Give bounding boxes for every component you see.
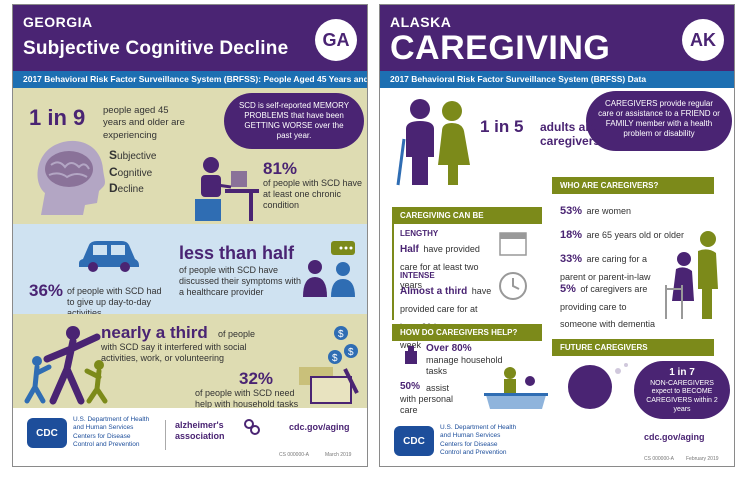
ga-subtitle: 2017 Behavioral Risk Factor Surveillance…	[13, 71, 367, 88]
ga-pct32: 32%	[239, 369, 274, 388]
ak-w53-text: are women	[586, 206, 632, 216]
ga-pct32-text: of people with SCD need help with househ…	[195, 388, 299, 409]
ga-scd-c-rest: ognitive	[117, 167, 153, 179]
ga-pct81-text: of people with SCD have at least one chr…	[263, 178, 363, 210]
ak-future-label: FUTURE CAREGIVERS	[552, 339, 714, 356]
cdc-logo: CDC	[27, 418, 67, 448]
ak-who-are-label: WHO ARE CAREGIVERS?	[552, 177, 714, 194]
ak-w5-text: of caregivers are providing care to some…	[560, 284, 656, 330]
ak-one-in-five-text: adults are caregivers	[540, 120, 601, 149]
exercise-people-icon	[24, 326, 108, 405]
ak-w5-value: 5%	[560, 283, 576, 295]
ak-how-help-label: HOW DO CAREGIVERS HELP?	[392, 324, 542, 341]
ak-footer: CDC U.S. Department of Health and Human …	[380, 420, 734, 466]
walker-caregiver-icon	[665, 231, 718, 319]
ga-footer: CDC U.S. Department of Health and Human …	[13, 408, 367, 466]
bills-money-icon: $ $ $	[299, 326, 359, 404]
car-icon	[79, 241, 139, 272]
bathtub-icon	[484, 367, 548, 409]
alzheimers-logo-text: alzheimer's association	[175, 420, 225, 442]
ak-w33-value: 33%	[560, 253, 583, 265]
ga-scd-terms: Subjective Cognitive Decline	[109, 147, 156, 197]
ga-pct81: 81%	[263, 159, 298, 178]
georgia-poster: GEORGIA Subjective Cognitive Decline GA …	[12, 4, 368, 467]
ak-half-text: have provided care for at least two year…	[400, 244, 480, 290]
ga-one-in-nine: 1 in 9	[29, 105, 86, 130]
thinking-person-icon	[568, 363, 628, 409]
ak-caregiving-can-be-label: CAREGIVING CAN BE	[392, 207, 542, 224]
ak-state-name: ALASKA	[390, 14, 452, 30]
ga-topic-title: Subjective Cognitive Decline	[23, 38, 289, 59]
ak-p50: 50%	[400, 381, 421, 392]
svg-text:$: $	[338, 329, 344, 340]
ga-one-in-nine-text: people aged 45 years and older are exper…	[103, 105, 185, 141]
ga-less-than-half-text: of people with SCD have discussed their …	[179, 265, 302, 297]
ak-caregivers-definition: CAREGIVERS provide regular care or assis…	[586, 91, 732, 151]
svg-text:$: $	[348, 347, 354, 358]
ga-scd-d: D	[109, 181, 118, 195]
ak-w5: 5% of caregivers are providing care to s…	[560, 279, 664, 332]
ga-scd-c: C	[109, 164, 118, 179]
ga-scd-definition: SCD is self-reported MEMORY PROBLEMS tha…	[224, 93, 364, 149]
ga-pct36-text: of people with SCD had to give up day-to…	[67, 286, 162, 318]
ga-nearly-third-of: of people	[218, 329, 256, 339]
ak-w33: 33% are caring for a parent or parent-in…	[560, 249, 656, 284]
ak-w53: 53% are women	[560, 201, 631, 219]
ga-hhs-text: U.S. Department of Health and Human Serv…	[73, 416, 150, 449]
alzheimers-logo-icon	[244, 419, 260, 435]
ga-nearly-third-text: with SCD say it interfered with social a…	[101, 342, 247, 363]
ga-footer-divider	[165, 420, 166, 450]
ga-fine-2: March 2019	[325, 452, 352, 458]
ga-url[interactable]: cdc.gov/aging	[289, 422, 350, 432]
ga-nearly-third: nearly a third	[101, 323, 208, 342]
ak-lengthy: LENGTHY	[400, 229, 439, 238]
ga-less-than-half: less than half	[179, 243, 295, 263]
ak-fine-2: February 2019	[686, 456, 719, 462]
ak-one-in-five: 1 in 5	[480, 117, 524, 136]
ga-badge: GA	[315, 19, 357, 61]
ga-header: GEORGIA Subjective Cognitive Decline GA	[13, 5, 367, 71]
ak-one-in-seven: 1 in 7	[669, 367, 695, 378]
svg-text:$: $	[332, 353, 338, 364]
ak-future-bubble: 1 in 7 NON-CAREGIVERS expect to BECOME C…	[634, 361, 730, 419]
ak-p50-text: assist with personal care	[400, 383, 454, 415]
ga-scd-d-rest: ecline	[117, 184, 144, 195]
head-brain-icon	[37, 140, 106, 215]
ak-caregiving-can-be-box	[392, 224, 542, 320]
ak-fine-1: CS 000000-A	[644, 456, 675, 462]
ak-w18: 18% are 65 years old or older	[560, 225, 684, 243]
ak-header: ALASKA CAREGIVING AK	[380, 5, 734, 71]
ak-w53-value: 53%	[560, 205, 583, 217]
ak-over80-text: manage household tasks	[426, 355, 503, 376]
ak-w33-text: are caring for a parent or parent-in-law	[560, 254, 651, 282]
clock-icon	[499, 272, 527, 300]
ak-w18-text: are 65 years old or older	[586, 230, 685, 240]
ak-half-block: Half have provided care for at least two…	[400, 239, 490, 293]
ak-url[interactable]: cdc.gov/aging	[644, 432, 705, 442]
ak-third: Almost a third	[400, 286, 468, 297]
ak-subtitle: 2017 Behavioral Risk Factor Surveillance…	[380, 71, 734, 88]
cleaning-icon	[405, 346, 417, 364]
ak-w18-value: 18%	[560, 229, 583, 241]
doctor-patient-icon	[303, 241, 355, 297]
calendar-icon	[499, 232, 527, 256]
desk-person-icon	[195, 157, 259, 221]
ga-scd-s-rest: ubjective	[117, 151, 157, 162]
ga-fine-1: CS 000000-A	[279, 452, 310, 458]
ak-over80: Over 80%	[426, 343, 472, 354]
alaska-poster: ALASKA CAREGIVING AK 2017 Behavioral Ris…	[379, 4, 735, 467]
ak-half: Half	[400, 244, 419, 255]
ga-pct36: 36%	[29, 281, 64, 300]
ak-hhs-text: U.S. Department of Health and Human Serv…	[440, 424, 517, 457]
ak-badge: AK	[682, 19, 724, 61]
ga-band-two	[13, 224, 367, 314]
ak-cdc-logo: CDC	[394, 426, 434, 456]
ga-state-name: GEORGIA	[23, 14, 93, 30]
ak-topic-title: CAREGIVING	[390, 29, 611, 67]
ga-scd-s: S	[109, 148, 118, 162]
caregiver-couple-icon	[396, 99, 470, 186]
ak-intense: INTENSE	[400, 271, 435, 280]
ak-future-text: NON-CAREGIVERS expect to BECOME CAREGIVE…	[646, 379, 718, 413]
